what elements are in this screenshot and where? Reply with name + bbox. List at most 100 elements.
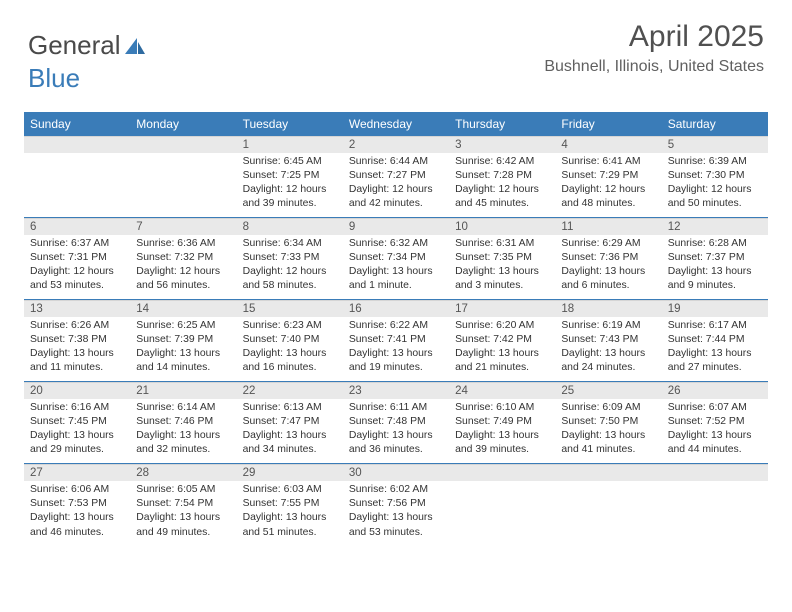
day-number: 26 <box>662 383 768 399</box>
day-number-row: 7 <box>130 218 236 235</box>
sunrise-text: Sunrise: 6:20 AM <box>455 319 549 333</box>
day-number: 19 <box>662 301 768 317</box>
weekday-header: Thursday <box>449 112 555 136</box>
day-number: 5 <box>662 137 768 153</box>
daylight-text: Daylight: 13 hours and 29 minutes. <box>30 429 124 457</box>
day-number: 24 <box>449 383 555 399</box>
day-number-row: 21 <box>130 382 236 399</box>
sunset-text: Sunset: 7:33 PM <box>243 251 337 265</box>
calendar-day-cell: 25Sunrise: 6:09 AMSunset: 7:50 PMDayligh… <box>555 382 661 463</box>
sunset-text: Sunset: 7:45 PM <box>30 415 124 429</box>
sunrise-text: Sunrise: 6:36 AM <box>136 237 230 251</box>
day-number-row: 2 <box>343 136 449 153</box>
daylight-text: Daylight: 13 hours and 1 minute. <box>349 265 443 293</box>
sunrise-text: Sunrise: 6:29 AM <box>561 237 655 251</box>
calendar-week-row: 13Sunrise: 6:26 AMSunset: 7:38 PMDayligh… <box>24 300 768 382</box>
day-body: Sunrise: 6:17 AMSunset: 7:44 PMDaylight:… <box>662 317 768 381</box>
day-number: 8 <box>237 219 343 235</box>
sunset-text: Sunset: 7:44 PM <box>668 333 762 347</box>
sunset-text: Sunset: 7:50 PM <box>561 415 655 429</box>
logo-text-blue: Blue <box>28 63 80 93</box>
day-number: 16 <box>343 301 449 317</box>
day-number: 29 <box>237 465 343 481</box>
day-number-row: 24 <box>449 382 555 399</box>
day-body: Sunrise: 6:28 AMSunset: 7:37 PMDaylight:… <box>662 235 768 299</box>
day-body: Sunrise: 6:34 AMSunset: 7:33 PMDaylight:… <box>237 235 343 299</box>
day-number: 6 <box>24 219 130 235</box>
page-title: April 2025 <box>544 20 764 54</box>
sunset-text: Sunset: 7:29 PM <box>561 169 655 183</box>
sunrise-text: Sunrise: 6:06 AM <box>30 483 124 497</box>
day-number-row: 4 <box>555 136 661 153</box>
day-body: Sunrise: 6:16 AMSunset: 7:45 PMDaylight:… <box>24 399 130 463</box>
daylight-text: Daylight: 13 hours and 41 minutes. <box>561 429 655 457</box>
day-number: 12 <box>662 219 768 235</box>
sunset-text: Sunset: 7:53 PM <box>30 497 124 511</box>
day-body: Sunrise: 6:07 AMSunset: 7:52 PMDaylight:… <box>662 399 768 463</box>
calendar-day-cell: 5Sunrise: 6:39 AMSunset: 7:30 PMDaylight… <box>662 136 768 217</box>
weekday-header: Wednesday <box>343 112 449 136</box>
calendar-day-cell: 22Sunrise: 6:13 AMSunset: 7:47 PMDayligh… <box>237 382 343 463</box>
sunset-text: Sunset: 7:30 PM <box>668 169 762 183</box>
calendar-day-cell: 26Sunrise: 6:07 AMSunset: 7:52 PMDayligh… <box>662 382 768 463</box>
day-number: 22 <box>237 383 343 399</box>
weekday-header: Monday <box>130 112 236 136</box>
sunset-text: Sunset: 7:48 PM <box>349 415 443 429</box>
day-number: 1 <box>237 137 343 153</box>
sunset-text: Sunset: 7:47 PM <box>243 415 337 429</box>
day-body: Sunrise: 6:19 AMSunset: 7:43 PMDaylight:… <box>555 317 661 381</box>
weekday-header: Saturday <box>662 112 768 136</box>
calendar-day-cell: 13Sunrise: 6:26 AMSunset: 7:38 PMDayligh… <box>24 300 130 381</box>
calendar-day-cell: 8Sunrise: 6:34 AMSunset: 7:33 PMDaylight… <box>237 218 343 299</box>
day-body: Sunrise: 6:13 AMSunset: 7:47 PMDaylight:… <box>237 399 343 463</box>
calendar-day-cell: 23Sunrise: 6:11 AMSunset: 7:48 PMDayligh… <box>343 382 449 463</box>
sunrise-text: Sunrise: 6:34 AM <box>243 237 337 251</box>
day-number-row: 17 <box>449 300 555 317</box>
calendar-day-cell: 24Sunrise: 6:10 AMSunset: 7:49 PMDayligh… <box>449 382 555 463</box>
daylight-text: Daylight: 12 hours and 56 minutes. <box>136 265 230 293</box>
day-number-row: 12 <box>662 218 768 235</box>
day-number-row <box>662 464 768 481</box>
logo-text: GeneralBlue <box>28 30 149 94</box>
sunrise-text: Sunrise: 6:10 AM <box>455 401 549 415</box>
calendar-day-cell: 7Sunrise: 6:36 AMSunset: 7:32 PMDaylight… <box>130 218 236 299</box>
sunrise-text: Sunrise: 6:11 AM <box>349 401 443 415</box>
day-body: Sunrise: 6:09 AMSunset: 7:50 PMDaylight:… <box>555 399 661 463</box>
day-number: 10 <box>449 219 555 235</box>
day-number-row: 28 <box>130 464 236 481</box>
calendar-week-row: 1Sunrise: 6:45 AMSunset: 7:25 PMDaylight… <box>24 136 768 218</box>
daylight-text: Daylight: 13 hours and 11 minutes. <box>30 347 124 375</box>
day-number-row <box>130 136 236 153</box>
day-number: 2 <box>343 137 449 153</box>
calendar-day-cell: 4Sunrise: 6:41 AMSunset: 7:29 PMDaylight… <box>555 136 661 217</box>
sunset-text: Sunset: 7:36 PM <box>561 251 655 265</box>
daylight-text: Daylight: 13 hours and 21 minutes. <box>455 347 549 375</box>
sunset-text: Sunset: 7:31 PM <box>30 251 124 265</box>
daylight-text: Daylight: 13 hours and 39 minutes. <box>455 429 549 457</box>
day-body: Sunrise: 6:29 AMSunset: 7:36 PMDaylight:… <box>555 235 661 299</box>
day-body: Sunrise: 6:45 AMSunset: 7:25 PMDaylight:… <box>237 153 343 217</box>
sunrise-text: Sunrise: 6:26 AM <box>30 319 124 333</box>
day-body: Sunrise: 6:32 AMSunset: 7:34 PMDaylight:… <box>343 235 449 299</box>
day-number-row: 29 <box>237 464 343 481</box>
daylight-text: Daylight: 12 hours and 39 minutes. <box>243 183 337 211</box>
sunset-text: Sunset: 7:27 PM <box>349 169 443 183</box>
day-number: 17 <box>449 301 555 317</box>
day-body: Sunrise: 6:37 AMSunset: 7:31 PMDaylight:… <box>24 235 130 299</box>
day-number: 11 <box>555 219 661 235</box>
day-number: 20 <box>24 383 130 399</box>
logo: GeneralBlue <box>28 30 149 94</box>
calendar-week-row: 6Sunrise: 6:37 AMSunset: 7:31 PMDaylight… <box>24 218 768 300</box>
day-number-row: 27 <box>24 464 130 481</box>
day-number: 21 <box>130 383 236 399</box>
daylight-text: Daylight: 12 hours and 50 minutes. <box>668 183 762 211</box>
calendar-day-cell: 14Sunrise: 6:25 AMSunset: 7:39 PMDayligh… <box>130 300 236 381</box>
calendar-day-cell <box>555 464 661 545</box>
weekday-header: Sunday <box>24 112 130 136</box>
day-body: Sunrise: 6:03 AMSunset: 7:55 PMDaylight:… <box>237 481 343 545</box>
day-number: 23 <box>343 383 449 399</box>
calendar: SundayMondayTuesdayWednesdayThursdayFrid… <box>24 112 768 546</box>
calendar-day-cell: 30Sunrise: 6:02 AMSunset: 7:56 PMDayligh… <box>343 464 449 545</box>
calendar-day-cell: 19Sunrise: 6:17 AMSunset: 7:44 PMDayligh… <box>662 300 768 381</box>
day-number-row: 20 <box>24 382 130 399</box>
